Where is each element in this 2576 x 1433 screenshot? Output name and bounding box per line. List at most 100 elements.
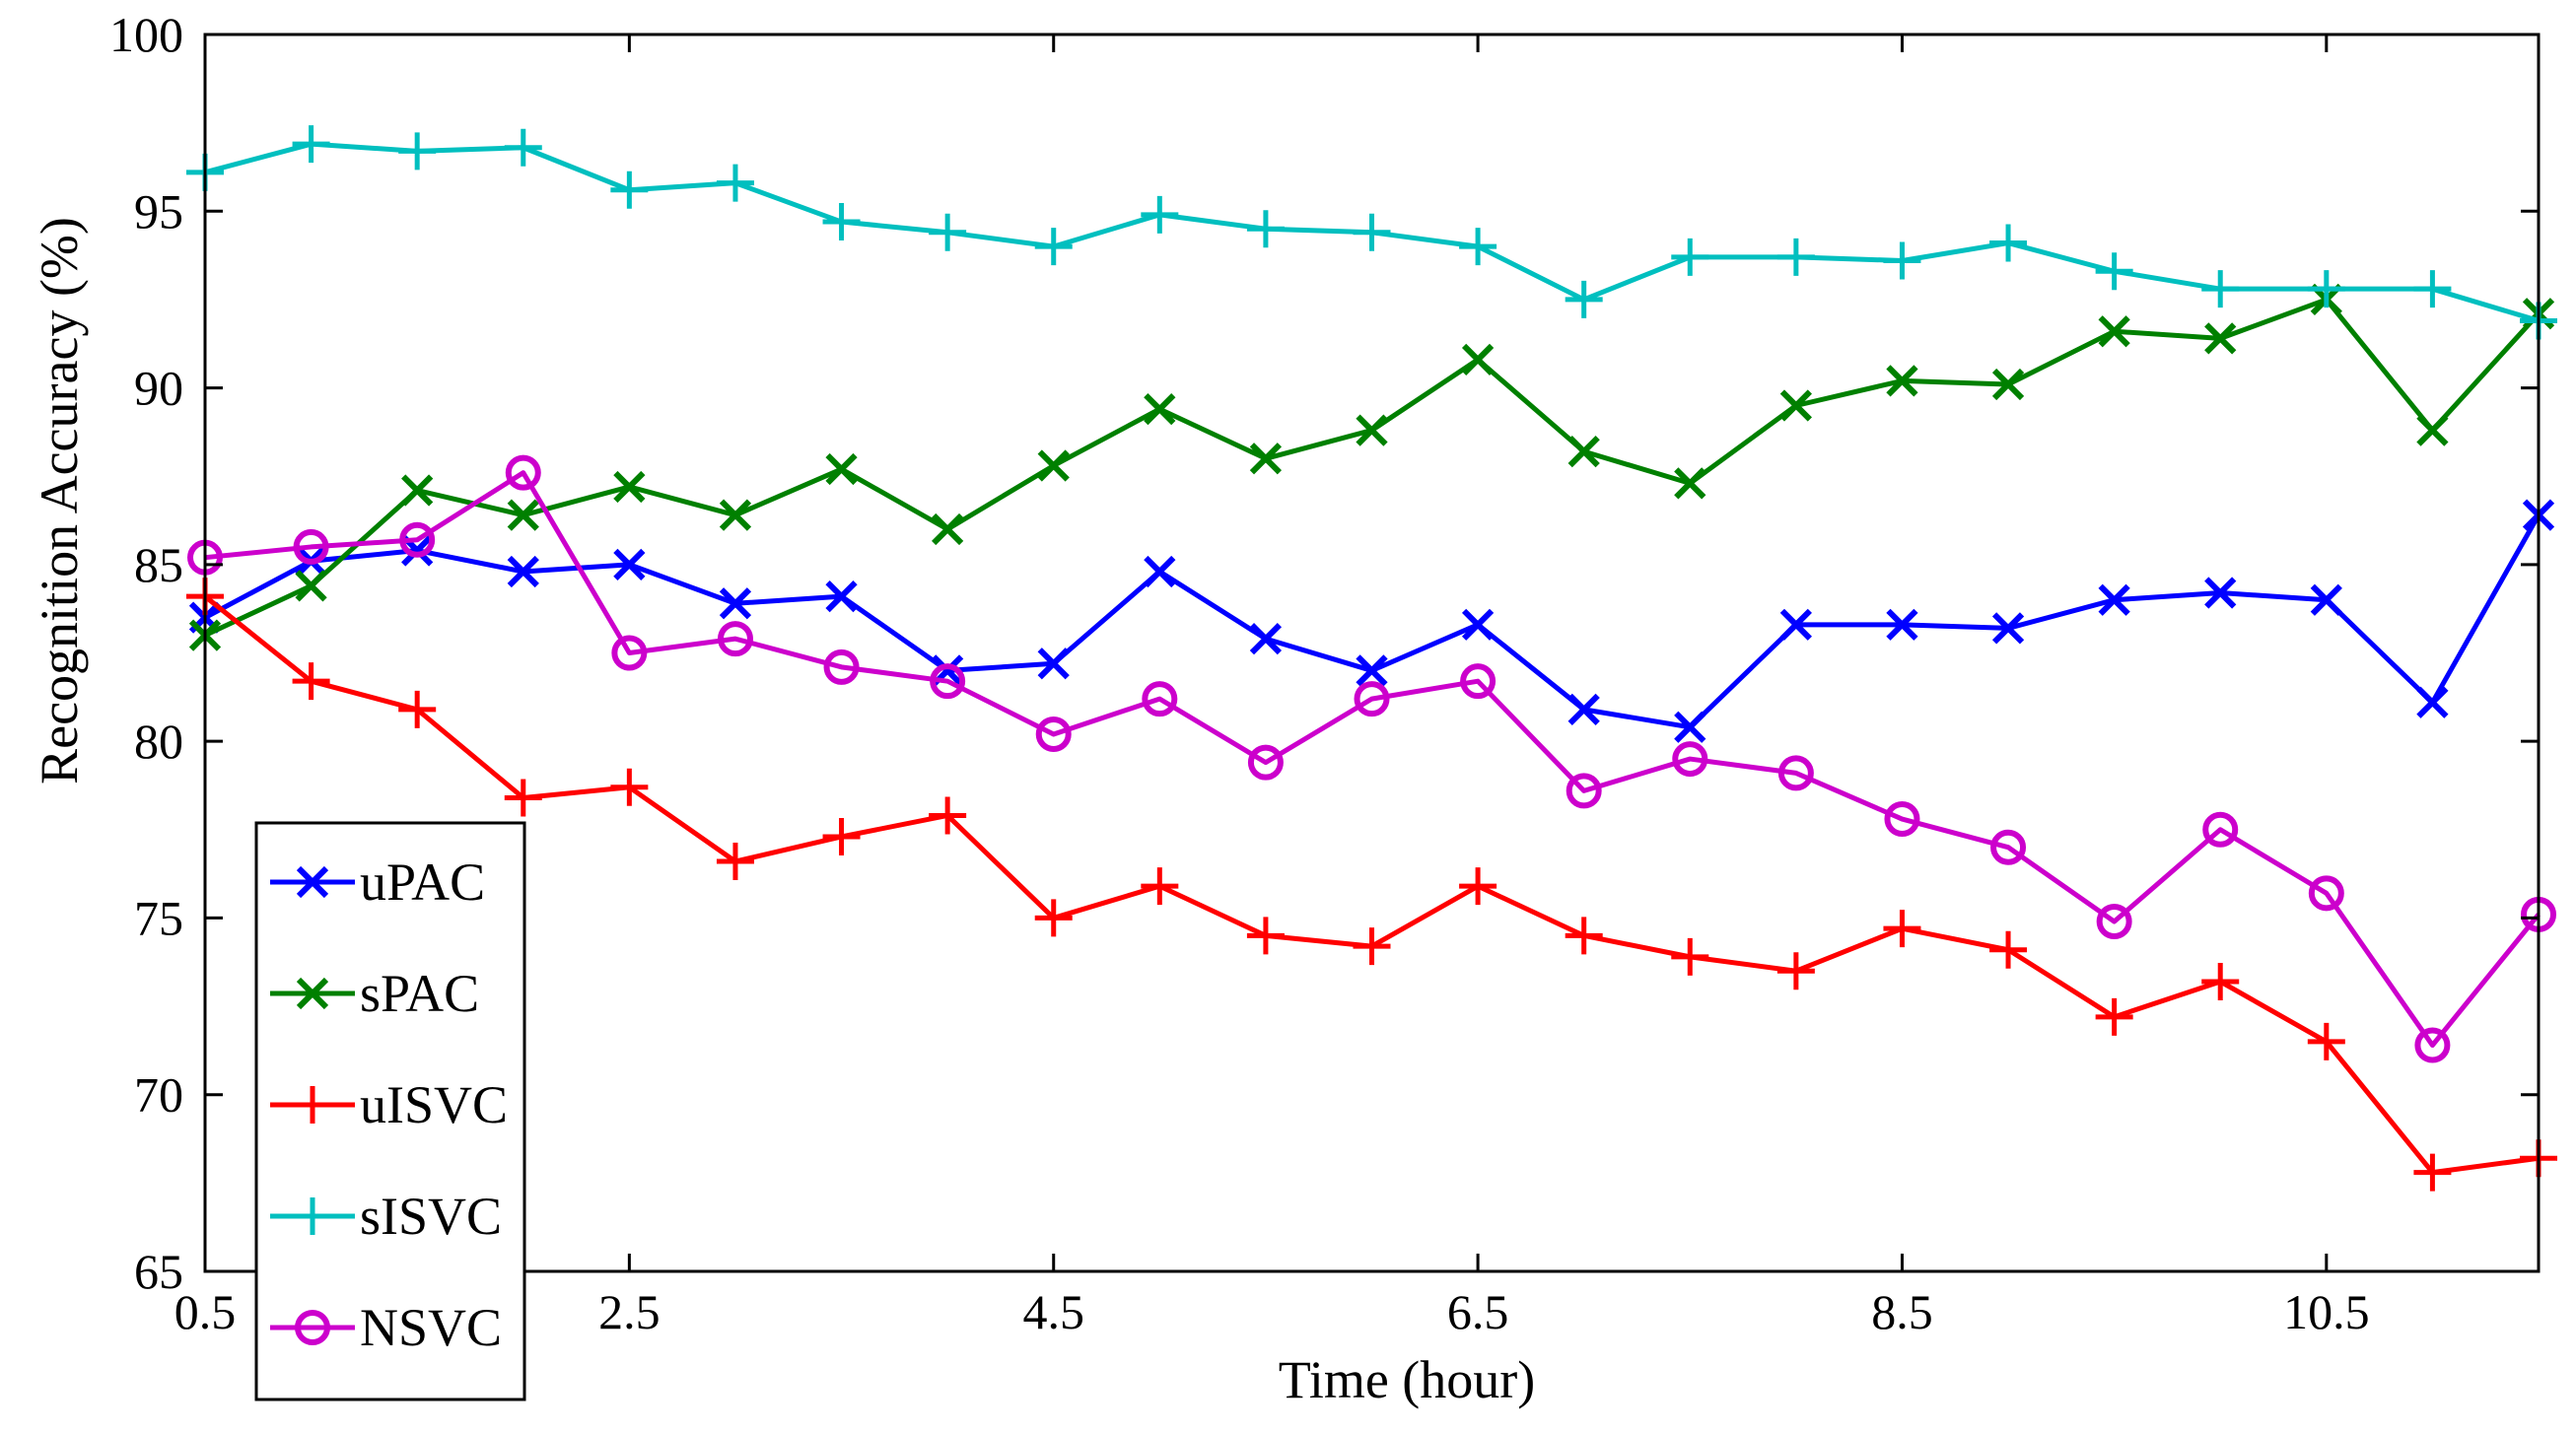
y-tick-label: 75 <box>134 890 183 945</box>
x-tick-label: 6.5 <box>1447 1284 1509 1339</box>
y-tick-label: 90 <box>134 361 183 416</box>
data-point-nsvc <box>293 528 329 565</box>
data-point-uisvc <box>1776 952 1815 990</box>
data-point-upac <box>2204 577 2237 609</box>
data-point-sisvc <box>1034 228 1073 266</box>
data-point-upac <box>2416 686 2449 718</box>
x-tick-label: 4.5 <box>1022 1284 1084 1339</box>
data-point-upac <box>2098 583 2130 616</box>
data-point-nsvc <box>1354 681 1390 717</box>
data-point-nsvc <box>1884 801 1920 838</box>
data-point-upac <box>1779 608 1812 641</box>
x-tick-label: 2.5 <box>598 1284 661 1339</box>
data-point-spac <box>1674 467 1706 500</box>
data-point-upac <box>1249 623 1283 655</box>
legend-marker-upac <box>296 865 329 899</box>
data-point-uisvc <box>1353 927 1391 966</box>
y-axis-title: Recognition Accuracy (%) <box>30 217 89 785</box>
data-point-nsvc <box>1990 829 2027 865</box>
data-point-upac <box>2310 583 2342 616</box>
data-point-nsvc <box>930 663 966 700</box>
data-point-uisvc <box>1459 867 1497 906</box>
data-point-nsvc <box>1672 741 1708 778</box>
data-point-nsvc <box>717 621 753 657</box>
legend-marker-nsvc <box>295 1310 330 1345</box>
data-point-uisvc <box>1141 867 1179 906</box>
data-point-uisvc <box>504 779 542 817</box>
data-point-sisvc <box>1353 213 1391 251</box>
data-point-sisvc <box>2201 270 2240 308</box>
legend-label-spac: sPAC <box>360 964 479 1023</box>
data-point-spac <box>613 470 646 504</box>
x-axis-title: Time (hour) <box>1279 1350 1536 1409</box>
data-point-spac <box>1991 368 2025 401</box>
data-point-upac <box>507 555 539 588</box>
data-point-nsvc <box>1142 681 1178 717</box>
y-tick-label: 70 <box>134 1067 183 1123</box>
data-point-spac <box>2416 414 2449 446</box>
data-point-upac <box>1144 555 1176 588</box>
data-point-nsvc <box>2414 1027 2451 1063</box>
data-point-sisvc <box>1776 238 1815 276</box>
data-point-nsvc <box>505 454 541 491</box>
data-point-uisvc <box>2307 1022 2345 1060</box>
data-point-uisvc <box>716 843 754 881</box>
data-point-sisvc <box>292 125 330 164</box>
legend-marker-uisvc <box>294 1086 331 1124</box>
data-point-uisvc <box>292 662 330 701</box>
data-point-spac <box>1886 365 1918 397</box>
data-point-uisvc <box>1034 899 1073 937</box>
data-point-spac <box>401 474 434 507</box>
data-point-nsvc <box>1460 663 1497 700</box>
data-point-uisvc <box>610 768 649 806</box>
legend: uPAC sPAC uISVC sISVC NSVC <box>254 821 526 1401</box>
data-point-spac <box>1567 435 1600 468</box>
data-point-upac <box>825 580 858 613</box>
data-point-upac <box>613 548 646 580</box>
data-point-uisvc <box>2201 962 2240 1000</box>
data-point-upac <box>1567 693 1600 725</box>
data-point-sisvc <box>716 164 754 202</box>
data-point-nsvc <box>2202 811 2239 848</box>
data-point-nsvc <box>1247 744 1284 781</box>
y-tick-label: 100 <box>109 7 183 62</box>
data-point-upac <box>1991 612 2025 645</box>
data-point-sisvc <box>1989 224 2028 262</box>
data-point-upac <box>719 587 752 620</box>
data-point-sisvc <box>1883 241 1921 280</box>
data-point-nsvc <box>2308 875 2344 912</box>
series-spac <box>188 283 2555 651</box>
legend-box <box>254 821 526 1401</box>
data-point-sisvc <box>2307 270 2345 308</box>
data-point-nsvc <box>823 648 860 685</box>
legend-label-nsvc: NSVC <box>360 1298 502 1357</box>
data-point-sisvc <box>610 171 649 209</box>
legend-marker-sisvc <box>294 1197 331 1235</box>
data-point-spac <box>1461 343 1495 376</box>
y-tick-label: 80 <box>134 714 183 769</box>
data-point-sisvc <box>1246 210 1285 248</box>
data-point-sisvc <box>398 132 437 171</box>
data-point-sisvc <box>1459 228 1497 266</box>
data-point-spac <box>1037 449 1070 482</box>
data-point-upac <box>1886 608 1918 641</box>
x-tick-label: 0.5 <box>174 1284 237 1339</box>
data-point-uisvc <box>1883 910 1921 948</box>
data-point-uisvc <box>1989 930 2028 969</box>
data-point-nsvc <box>399 521 436 558</box>
legend-marker-spac <box>296 977 329 1010</box>
data-point-spac <box>719 499 752 531</box>
data-point-sisvc <box>2095 252 2133 291</box>
data-point-sisvc <box>1671 238 1709 276</box>
data-point-spac <box>295 570 327 602</box>
data-point-uisvc <box>398 690 437 728</box>
plot-frame <box>203 33 2541 1273</box>
data-point-sisvc <box>929 213 967 251</box>
data-point-spac <box>1356 414 1388 446</box>
data-point-nsvc <box>2096 904 2132 940</box>
data-point-sisvc <box>822 203 861 241</box>
data-point-nsvc <box>1035 716 1072 752</box>
data-point-sisvc <box>504 128 542 167</box>
